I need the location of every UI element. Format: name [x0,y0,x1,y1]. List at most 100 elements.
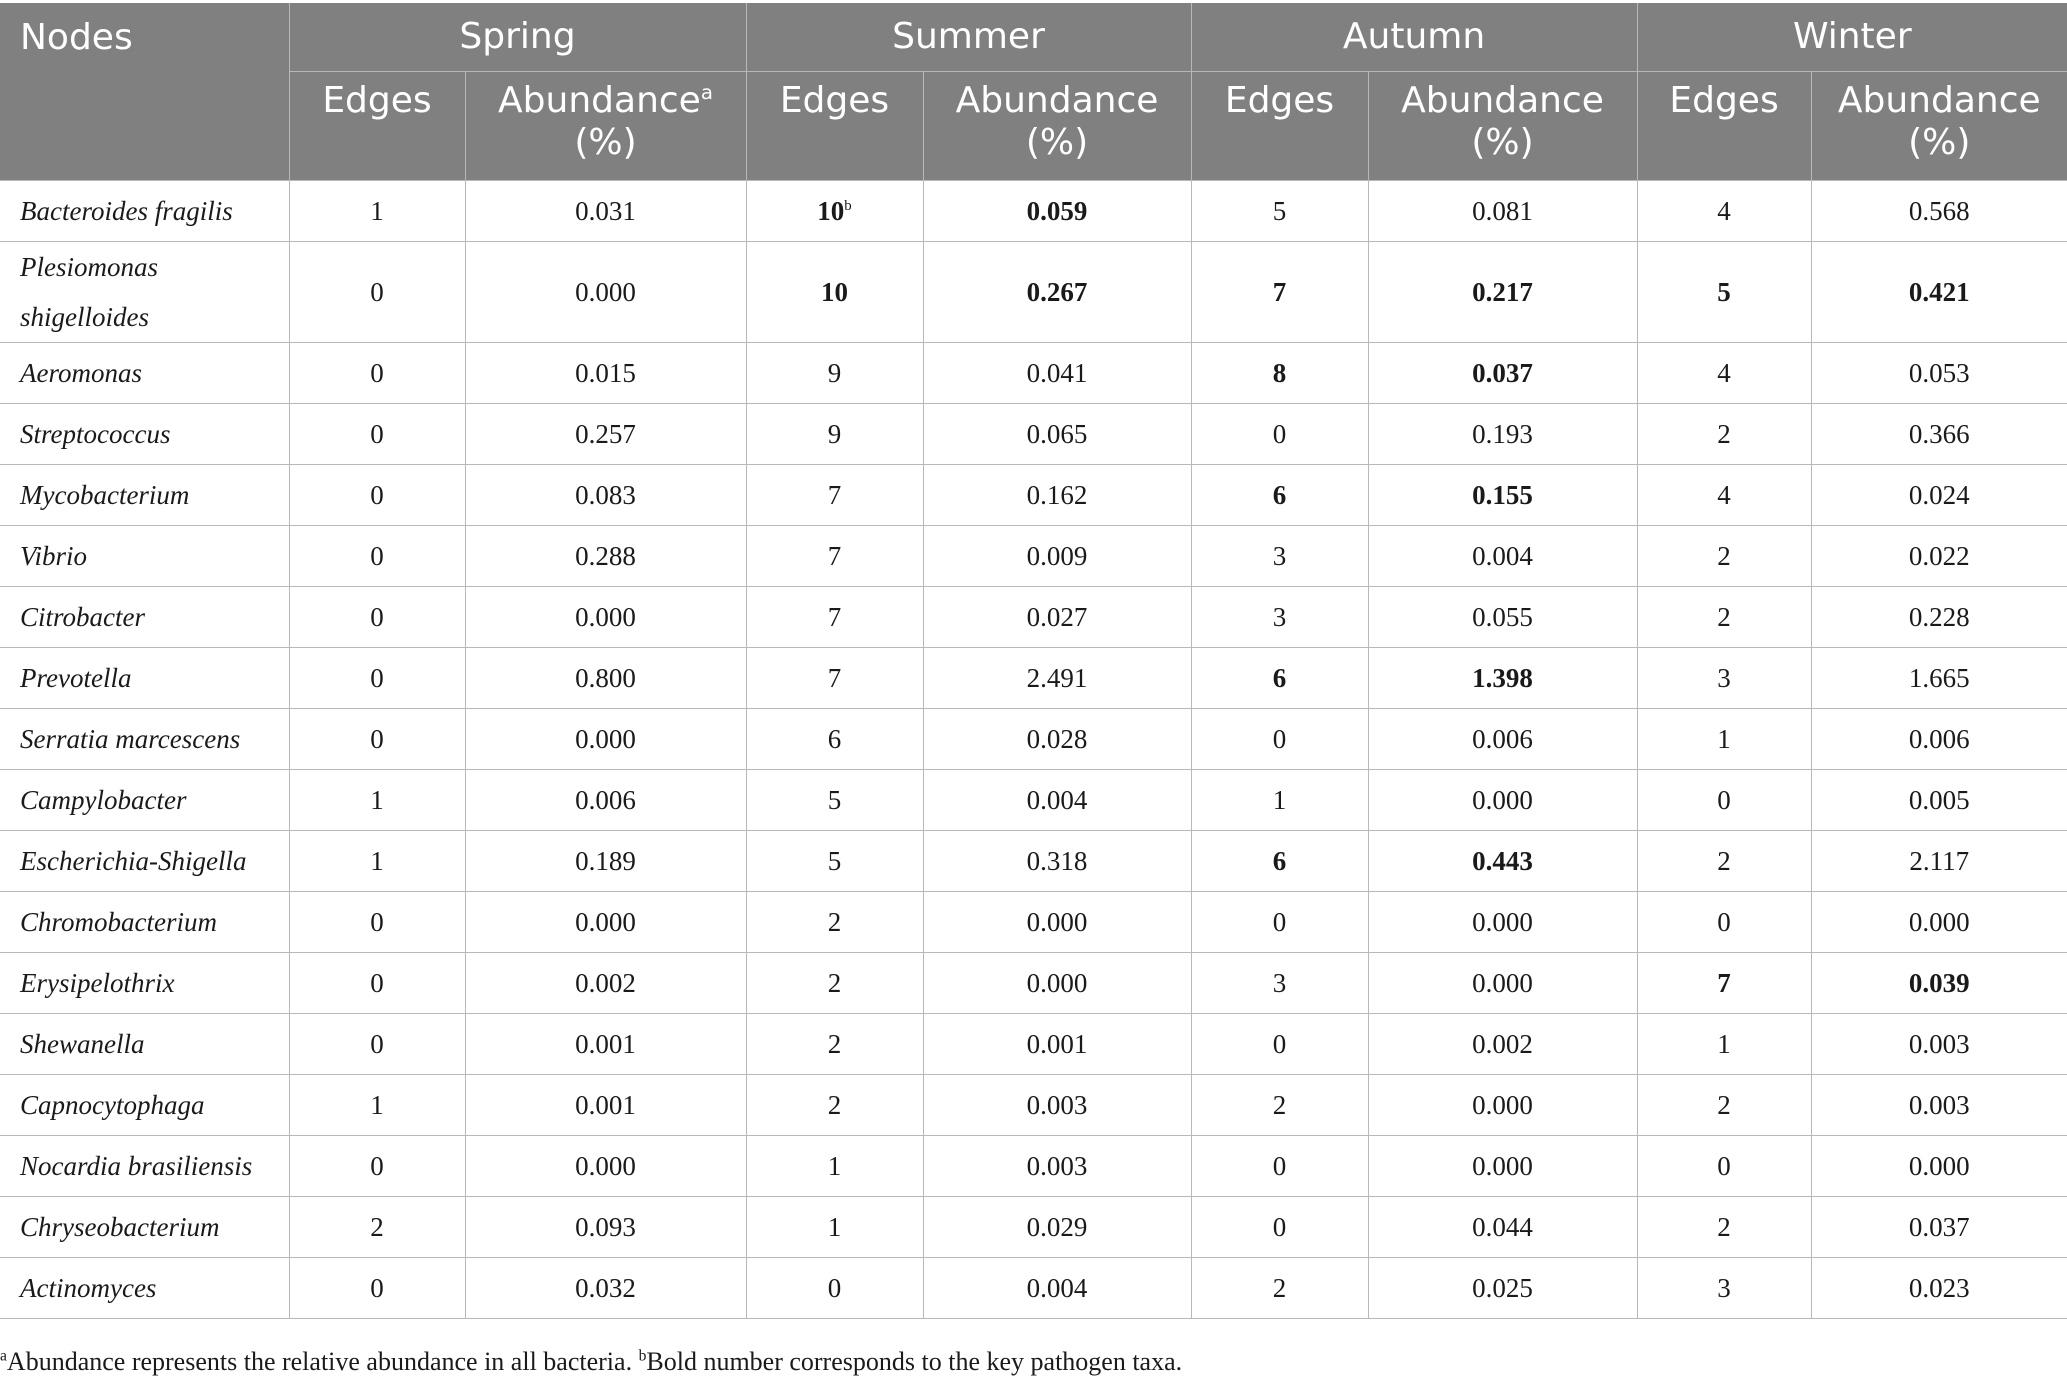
spring-abundance: 0.257 [464,403,747,465]
autumn-edges: 0 [1190,1135,1369,1197]
winter-edges: 5 [1636,241,1812,343]
spring-edges: 0 [288,1135,466,1197]
winter-edges: 2 [1636,586,1812,648]
autumn-edges: 3 [1190,952,1369,1014]
table-body: Bacteroides fragilis 1 0.031 10b 0.059 5… [0,180,2067,1319]
autumn-edges: 5 [1190,180,1369,242]
winter-edges: 7 [1636,952,1812,1014]
summer-edges: 10 [745,241,924,343]
autumn-abundance: 0.000 [1367,1135,1638,1197]
winter-edges: 1 [1636,708,1812,770]
footnote-mark-b: b [844,197,852,214]
autumn-edges: 3 [1190,525,1369,587]
summer-abundance: 0.041 [922,342,1192,404]
table-row: Escherichia-Shigella 1 0.189 5 0.318 6 0… [0,830,2067,892]
spring-abundance: 0.000 [464,708,747,770]
spring-edges: 1 [288,830,466,892]
summer-edges: 5 [745,830,924,892]
autumn-edges: 1 [1190,769,1369,831]
spring-edges: 0 [288,342,466,404]
abundance-label: Abundance [955,80,1159,121]
footnote-mark-b: b [638,1347,647,1365]
autumn-edges: 0 [1190,403,1369,465]
summer-edges: 5 [745,769,924,831]
winter-abundance: 0.568 [1810,180,2067,242]
spring-edges: 0 [288,403,466,465]
summer-abundance: 0.001 [922,1013,1192,1075]
winter-edges: 0 [1636,769,1812,831]
node-name: Escherichia-Shigella [0,830,290,892]
node-name: Actinomyces [0,1257,290,1319]
autumn-edges: 0 [1190,1013,1369,1075]
spring-edges: 0 [288,586,466,648]
autumn-abundance: 0.044 [1367,1196,1638,1258]
summer-abundance: 2.491 [922,647,1192,709]
winter-abundance: 0.366 [1810,403,2067,465]
abundance-header: Abundancea (%) [464,71,747,181]
summer-edges: 0 [745,1257,924,1319]
spring-edges: 0 [288,464,466,526]
node-name: Serratia marcescens [0,708,290,770]
spring-abundance: 0.001 [464,1013,747,1075]
spring-abundance: 0.006 [464,769,747,831]
winter-abundance: 0.000 [1810,1135,2067,1197]
winter-edges: 4 [1636,180,1812,242]
node-name: Plesiomonas shigelloides [0,241,290,343]
summer-abundance: 0.162 [922,464,1192,526]
summer-edges: 9 [745,342,924,404]
autumn-abundance: 0.000 [1367,891,1638,953]
winter-edges: 0 [1636,891,1812,953]
summer-edges-value: 10 [817,195,845,226]
table-row: Shewanella 0 0.001 2 0.001 0 0.002 1 0.0… [0,1013,2067,1075]
footnote-mark-a: a [700,81,713,104]
winter-edges: 2 [1636,403,1812,465]
winter-edges: 3 [1636,1257,1812,1319]
autumn-abundance: 1.398 [1367,647,1638,709]
spring-abundance: 0.000 [464,241,747,343]
summer-edges: 7 [745,464,924,526]
winter-abundance: 1.665 [1810,647,2067,709]
autumn-abundance: 0.443 [1367,830,1638,892]
summer-abundance: 0.003 [922,1135,1192,1197]
summer-abundance: 0.000 [922,952,1192,1014]
spring-abundance: 0.288 [464,525,747,587]
spring-edges: 0 [288,1013,466,1075]
winter-edges: 3 [1636,647,1812,709]
winter-edges: 4 [1636,342,1812,404]
table-row: Aeromonas 0 0.015 9 0.041 8 0.037 4 0.05… [0,342,2067,404]
summer-edges: 7 [745,586,924,648]
spring-abundance: 0.083 [464,464,747,526]
winter-edges: 0 [1636,1135,1812,1197]
spring-abundance: 0.032 [464,1257,747,1319]
autumn-edges: 2 [1190,1074,1369,1136]
winter-edges: 2 [1636,1074,1812,1136]
summer-edges: 9 [745,403,924,465]
autumn-abundance: 0.081 [1367,180,1638,242]
autumn-edges: 8 [1190,342,1369,404]
table-row: Actinomyces 0 0.032 0 0.004 2 0.025 3 0.… [0,1257,2067,1319]
spring-edges: 0 [288,647,466,709]
spring-edges: 2 [288,1196,466,1258]
summer-edges: 10b [745,180,924,242]
summer-abundance: 0.000 [922,891,1192,953]
node-name: Erysipelothrix [0,952,290,1014]
node-name: Bacteroides fragilis [0,180,290,242]
autumn-edges: 3 [1190,586,1369,648]
spring-abundance: 0.002 [464,952,747,1014]
node-name: Streptococcus [0,403,290,465]
winter-abundance: 0.024 [1810,464,2067,526]
spring-abundance: 0.031 [464,180,747,242]
spring-abundance: 0.189 [464,830,747,892]
spring-edges: 0 [288,525,466,587]
spring-edges: 0 [288,1257,466,1319]
season-header-winter: Winter [1636,3,2067,72]
summer-edges: 7 [745,525,924,587]
winter-abundance: 0.421 [1810,241,2067,343]
autumn-abundance: 0.025 [1367,1257,1638,1319]
abundance-unit: (%) [1908,122,1971,163]
table-row: Capnocytophaga 1 0.001 2 0.003 2 0.000 2… [0,1074,2067,1136]
table-row: Citrobacter 0 0.000 7 0.027 3 0.055 2 0.… [0,586,2067,648]
table-row: Streptococcus 0 0.257 9 0.065 0 0.193 2 … [0,403,2067,465]
spring-abundance: 0.015 [464,342,747,404]
autumn-abundance: 0.002 [1367,1013,1638,1075]
